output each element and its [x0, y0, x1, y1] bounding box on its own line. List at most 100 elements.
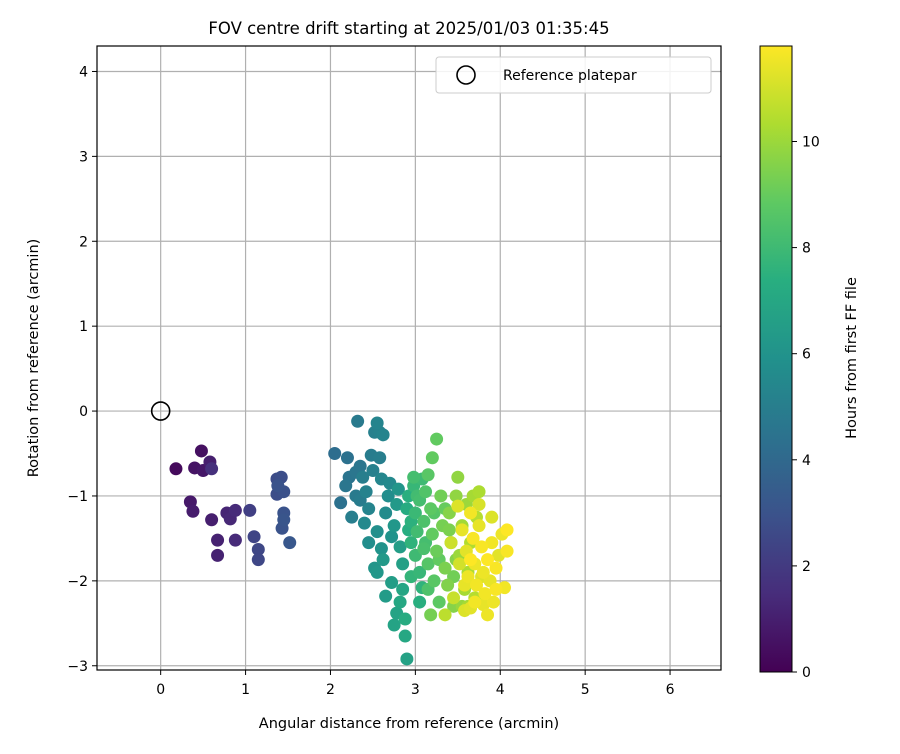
x-axis-ticks: 0 1 2 3 4 5 6 — [156, 670, 675, 698]
scatter-point — [271, 479, 285, 493]
scatter-point — [451, 470, 465, 484]
scatter-point — [489, 561, 503, 575]
scatter-point — [211, 533, 225, 547]
scatter-point — [393, 595, 407, 609]
scatter-point — [438, 561, 452, 575]
scatter-point — [485, 510, 499, 524]
scatter-point — [438, 608, 452, 622]
scatter-point — [444, 536, 458, 550]
scatter-point — [169, 462, 183, 476]
scatter-point — [251, 542, 265, 556]
scatter-point — [476, 565, 490, 579]
scatter-point — [427, 574, 441, 588]
scatter-point — [251, 553, 265, 567]
scatter-point — [362, 536, 376, 550]
colorbar-tick-label: 6 — [802, 347, 811, 363]
scatter-point — [472, 485, 486, 499]
scatter-point — [398, 612, 412, 626]
scatter-point — [489, 582, 503, 596]
scatter-point — [370, 565, 384, 579]
scatter-point — [374, 542, 388, 556]
scatter-point — [421, 557, 435, 571]
scatter-point — [413, 595, 427, 609]
scatter-point — [381, 489, 395, 503]
scatter-point — [475, 540, 489, 554]
scatter-point — [379, 506, 393, 520]
scatter-point — [334, 496, 348, 510]
scatter-point — [451, 499, 465, 513]
scatter-point — [466, 531, 480, 545]
scatter-point — [432, 595, 446, 609]
scatter-point — [442, 523, 456, 537]
scatter-point — [396, 582, 410, 596]
scatter-point — [228, 503, 242, 517]
y-tick-label: −1 — [67, 489, 88, 505]
scatter-point — [400, 652, 414, 666]
scatter-point — [417, 542, 431, 556]
scatter-point — [421, 468, 435, 482]
scatter-point — [211, 548, 225, 562]
scatter-point — [247, 530, 261, 544]
scatter-point — [461, 570, 475, 584]
scatter-point — [362, 502, 376, 516]
scatter-point — [387, 618, 401, 632]
legend: Reference platepar — [435, 56, 712, 94]
scatter-point — [500, 523, 514, 537]
scatter-point — [481, 553, 495, 567]
y-tick-label: 2 — [79, 234, 88, 250]
scatter-point — [366, 463, 380, 477]
colorbar-tick-label: 0 — [802, 665, 811, 681]
scatter-point — [351, 414, 365, 428]
scatter-point — [373, 451, 387, 465]
grid-lines — [97, 46, 721, 670]
scatter-point — [455, 523, 469, 537]
scatter-point — [194, 444, 208, 458]
x-tick-label: 3 — [411, 682, 420, 698]
scatter-point — [430, 432, 444, 446]
x-tick-label: 1 — [241, 682, 250, 698]
y-tick-label: 3 — [79, 149, 88, 165]
y-tick-label: 0 — [79, 404, 88, 420]
colorbar-tick-label: 8 — [802, 241, 811, 257]
x-tick-label: 4 — [496, 682, 505, 698]
scatter-point — [205, 462, 219, 476]
scatter-point — [453, 557, 467, 571]
scatter-point — [359, 485, 373, 499]
colorbar-tick-label: 4 — [802, 453, 811, 469]
x-axis-label: Angular distance from reference (arcmin) — [259, 716, 559, 732]
y-axis-label: Rotation from reference (arcmin) — [26, 239, 42, 478]
scatter-point — [430, 544, 444, 558]
scatter-point — [425, 527, 439, 541]
scatter-point — [398, 629, 412, 643]
y-tick-label: 1 — [79, 319, 88, 335]
scatter-point — [393, 540, 407, 554]
scatter-point — [385, 530, 399, 544]
scatter-point — [447, 591, 461, 605]
scatter-point — [464, 553, 478, 567]
scatter-point — [379, 589, 393, 603]
y-axis-ticks: −3 −2 −1 0 1 2 3 4 — [67, 64, 97, 675]
scatter-point — [468, 595, 482, 609]
scatter-points — [169, 414, 514, 666]
scatter-point — [356, 470, 370, 484]
legend-marker-icon — [456, 65, 476, 85]
x-tick-label: 0 — [156, 682, 165, 698]
scatter-point — [390, 497, 404, 511]
scatter-point — [328, 447, 342, 461]
scatter-point — [408, 506, 422, 520]
y-tick-label: 4 — [79, 64, 88, 80]
scatter-point — [376, 553, 390, 567]
scatter-point — [357, 516, 371, 530]
x-tick-label: 6 — [666, 682, 675, 698]
scatter-point — [277, 513, 291, 527]
legend-box — [435, 56, 712, 94]
scatter-point — [186, 504, 200, 518]
scatter-point — [481, 608, 495, 622]
scatter-point — [472, 519, 486, 533]
scatter-point — [387, 519, 401, 533]
scatter-point — [370, 416, 384, 430]
scatter-point — [472, 497, 486, 511]
scatter-point — [441, 578, 455, 592]
